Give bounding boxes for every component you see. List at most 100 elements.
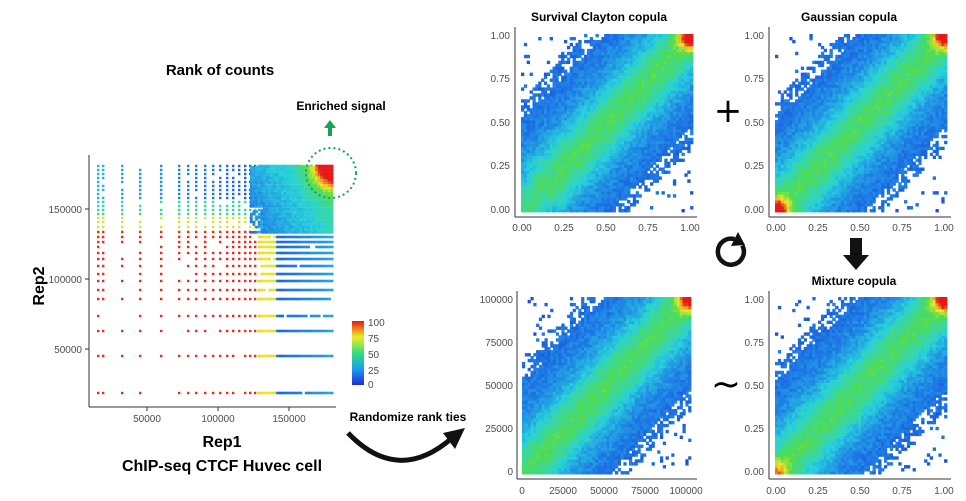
rank-point <box>160 230 163 234</box>
rank-point <box>252 231 256 234</box>
density-cell <box>549 69 553 73</box>
rank-point <box>260 391 264 395</box>
rank-point <box>212 235 215 239</box>
rank-point <box>268 210 271 213</box>
density-cell <box>627 63 631 68</box>
rank-point <box>281 218 284 221</box>
density-cell <box>529 191 533 195</box>
density-cell <box>578 134 582 139</box>
density-cell <box>612 143 616 148</box>
density-cell <box>575 120 579 124</box>
density-cell <box>564 69 568 73</box>
density-cell <box>627 179 631 183</box>
density-cell <box>618 197 622 201</box>
density-cell <box>612 63 616 68</box>
density-cell <box>629 45 634 50</box>
density-cell <box>566 152 571 157</box>
density-cell <box>652 37 657 41</box>
density-cell <box>584 54 588 59</box>
x-tick-label: 150000 <box>272 414 306 425</box>
rank-point <box>302 176 305 180</box>
rank-point <box>273 197 277 200</box>
density-cell <box>670 37 674 41</box>
density-cell <box>552 99 556 103</box>
density-cell <box>629 164 634 168</box>
density-cell <box>658 152 662 157</box>
density-cell <box>635 137 639 142</box>
rank-point <box>278 329 282 333</box>
rank-counts-title: Rank of counts <box>166 62 274 79</box>
rank-point <box>187 192 190 196</box>
density-cell <box>664 69 668 73</box>
density-cell <box>601 84 605 88</box>
density-cell <box>538 167 542 171</box>
density-cell <box>543 194 548 198</box>
density-cell <box>558 197 562 201</box>
density-cell <box>589 143 594 148</box>
rank-point <box>252 223 256 226</box>
density-cell <box>552 200 556 204</box>
density-cell <box>521 188 525 192</box>
density-cell <box>584 120 588 124</box>
density-cell <box>638 155 642 159</box>
density-cell <box>607 197 611 201</box>
density-cell <box>541 90 545 94</box>
density-cell <box>624 108 628 112</box>
density-cell <box>664 93 668 97</box>
rank-point <box>265 272 269 276</box>
rank-point <box>325 184 329 187</box>
density-cell <box>584 87 588 91</box>
density-cell <box>641 114 645 118</box>
density-cell <box>535 102 539 106</box>
rank-point <box>102 168 105 172</box>
density-cell <box>561 78 565 82</box>
density-cell <box>652 155 657 159</box>
density-cell <box>561 176 565 180</box>
rank-point <box>265 228 269 232</box>
rank-point <box>232 196 235 200</box>
density-cell <box>564 72 568 76</box>
rank-point <box>289 245 292 249</box>
density-cell <box>592 102 596 106</box>
rank-point <box>289 171 292 174</box>
rank-point <box>212 272 215 276</box>
rank-point <box>139 279 142 283</box>
density-cell <box>552 176 556 180</box>
rank-point <box>320 245 324 249</box>
rank-point <box>232 297 235 301</box>
density-cell <box>644 34 648 38</box>
density-cell <box>564 93 568 97</box>
density-cell <box>641 161 645 165</box>
density-cell <box>644 87 648 91</box>
rank-point <box>296 215 300 219</box>
rank-point <box>238 257 241 261</box>
density-cell <box>672 117 677 121</box>
density-cell <box>581 137 585 142</box>
density-cell <box>529 206 533 210</box>
rank-point <box>325 257 329 261</box>
density-cell <box>675 111 680 115</box>
density-cell <box>641 149 645 154</box>
rank-point <box>263 329 266 333</box>
rank-point <box>226 196 229 200</box>
density-cell <box>564 200 568 204</box>
density-cell <box>644 51 648 56</box>
density-cell <box>549 170 553 174</box>
density-cell <box>584 179 588 183</box>
density-cell <box>586 60 591 65</box>
density-cell <box>678 158 682 162</box>
density-cell <box>641 66 645 70</box>
density-cell <box>609 206 614 210</box>
rank-point <box>310 297 313 301</box>
density-cell <box>629 57 634 62</box>
density-cell <box>621 39 625 44</box>
rank-point <box>296 166 300 169</box>
density-cell <box>601 60 605 65</box>
density-cell <box>601 194 605 198</box>
rank-point <box>260 245 264 249</box>
rank-point <box>286 184 290 187</box>
density-cell <box>658 102 662 106</box>
rank-point <box>284 329 287 333</box>
density-cell <box>667 78 671 82</box>
density-cell <box>598 126 602 130</box>
